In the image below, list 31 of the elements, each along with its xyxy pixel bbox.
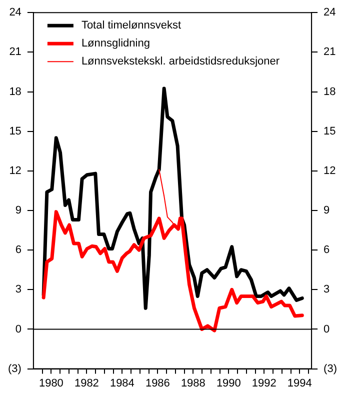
y2-tick-label: 6: [324, 244, 330, 256]
y2-tick-label: 15: [324, 125, 336, 138]
y2-tick-label: 24: [324, 6, 336, 19]
y2-tick-label: 3: [324, 284, 330, 296]
y-tick-label: 3: [15, 284, 22, 296]
y-tick-label: 0: [15, 323, 22, 336]
y-tick-label: 9: [15, 204, 22, 217]
y2-tick-label: 21: [324, 46, 336, 58]
y-tick-label: 6: [15, 244, 22, 256]
x-tick-label: 1986: [145, 377, 170, 390]
x-tick-label: 1980: [38, 377, 64, 390]
y2-tick-label: 12: [324, 164, 336, 177]
x-tick-label: 1984: [110, 377, 134, 390]
y2-tick-label: (3): [324, 362, 338, 375]
y2-tick-label: 0: [324, 323, 330, 336]
x-tick-label: 1994: [287, 377, 312, 390]
y-tick-label: (3): [8, 362, 22, 375]
x-tick-label: 1988: [180, 377, 206, 390]
y2-tick-label: 9: [324, 204, 330, 217]
legend-label: Lønnsglidning: [81, 38, 150, 50]
y-tick-label: 24: [9, 6, 22, 19]
legend-label: Lønnsvekstekskl. arbeidstidsreduksjoner: [81, 56, 280, 68]
y-tick-label: 18: [9, 86, 22, 98]
y2-tick-label: 18: [324, 86, 336, 98]
y-tick-label: 15: [9, 125, 22, 138]
x-tick-label: 1982: [74, 377, 99, 390]
x-tick-label: 1990: [216, 377, 241, 390]
legend-label: Total timelønnsvekst: [81, 20, 182, 32]
y-tick-label: 12: [9, 164, 22, 177]
y-tick-label: 21: [9, 46, 22, 58]
x-tick-label: 1992: [252, 377, 276, 390]
